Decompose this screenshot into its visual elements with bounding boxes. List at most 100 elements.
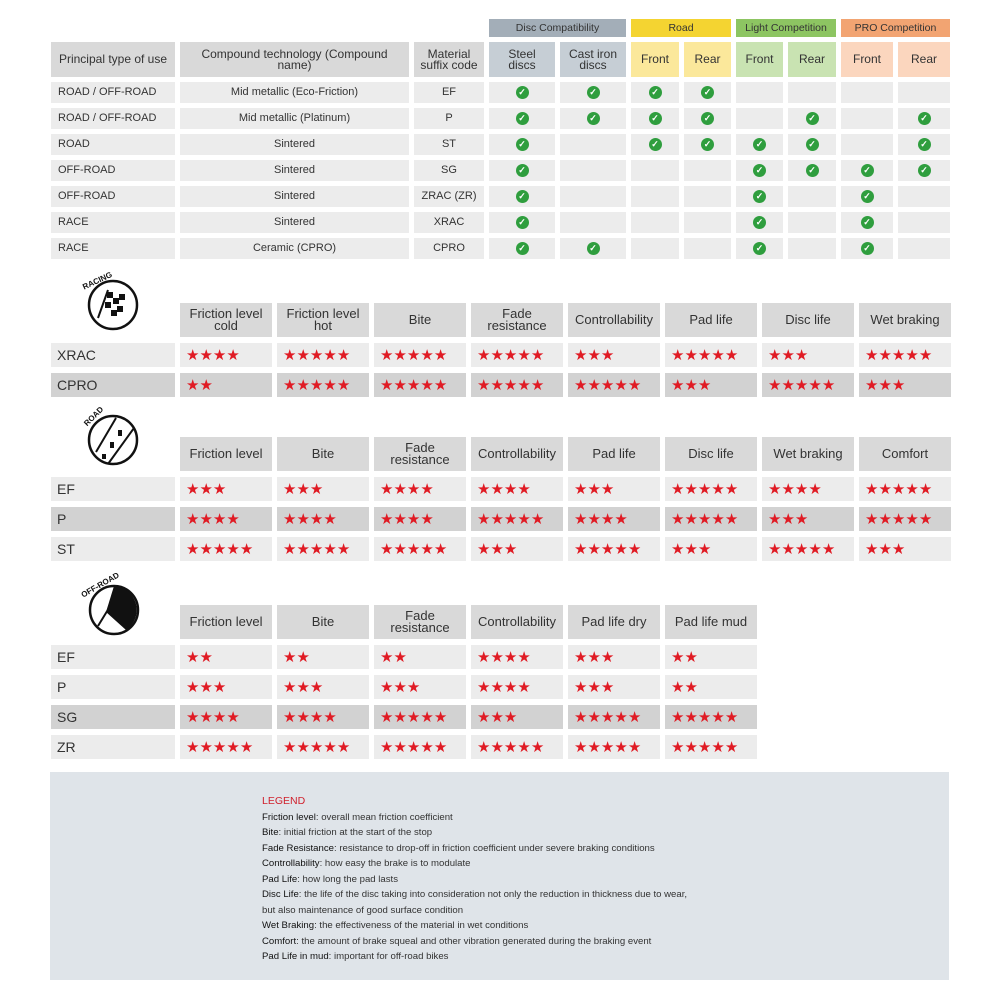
star-icon: ★ [420,708,434,726]
legend-panel: LEGEND Friction level: overall mean fric… [50,772,949,980]
cell-check [684,186,731,207]
cell-check [898,186,950,207]
star-icon: ★ [821,376,836,394]
star-rating: ★ ★ ★ ★ ★ [568,735,660,759]
star-icon: ★ [587,678,601,696]
star-icon: ★ [420,376,434,394]
row-label: EF [51,645,175,669]
star-icon: ★ [336,376,351,394]
cell-check [631,212,679,233]
star-icon: ★ [393,678,407,696]
star-rating: ★ ★ ★ [568,477,660,501]
star-icon: ★ [905,510,919,528]
star-rating: ★ ★ ★ [762,343,854,367]
row-label: SG [51,705,175,729]
star-icon: ★ [878,510,892,528]
check-icon: ✓ [917,112,931,125]
star-icon: ★ [587,480,601,498]
rating-header: Comfort [859,437,951,471]
star-icon: ★ [517,480,531,498]
star-icon: ★ [891,480,906,498]
star-icon: ★ [697,510,712,528]
star-icon: ★ [393,346,407,364]
star-icon: ★ [891,376,906,394]
cell-use: OFF-ROAD [51,186,175,207]
star-rating: ★ ★ ★ [762,507,854,531]
rating-header: Friction level cold [180,303,272,337]
star-icon: ★ [517,648,531,666]
rating-header: Wet braking [762,437,854,471]
star-icon: ★ [226,540,240,558]
star-icon: ★ [530,346,545,364]
star-icon: ★ [296,376,310,394]
spacer [51,303,175,337]
cell-compound: Sintered [180,212,409,233]
check-icon: ✓ [917,164,931,177]
cell-check [684,160,731,181]
star-icon: ★ [226,708,240,726]
check-icon: ✓ [701,138,714,151]
star-icon: ★ [587,346,601,364]
star-rating: ★ ★ ★ ★ ★ [859,343,951,367]
cell-check [560,134,626,155]
star-icon: ★ [186,510,200,528]
star-icon: ★ [878,480,892,498]
star-icon: ★ [918,510,933,528]
star-icon: ★ [600,678,615,696]
rating-header: Friction level [180,437,272,471]
star-icon: ★ [336,540,351,558]
star-icon: ★ [614,708,628,726]
check-icon: ✓ [648,86,662,99]
star-icon: ★ [323,738,337,756]
star-icon: ★ [433,540,448,558]
star-rating: ★ ★ ★ ★ ★ [665,507,757,531]
star-icon: ★ [865,510,879,528]
star-icon: ★ [393,510,407,528]
star-icon: ★ [684,376,698,394]
off-road-ratings-table: Friction level Bite Fade resistance Control… [51,605,757,759]
star-icon: ★ [503,510,518,528]
star-icon: ★ [711,480,725,498]
star-icon: ★ [380,376,394,394]
star-icon: ★ [684,346,698,364]
star-icon: ★ [503,708,518,726]
legend-desc: : the effectiveness of the material in w… [314,920,529,931]
star-icon: ★ [905,346,919,364]
star-icon: ★ [406,346,421,364]
star-icon: ★ [574,648,588,666]
column-header: Material suffix code [414,42,484,77]
star-icon: ★ [768,346,782,364]
legend-term: Bite [262,827,279,838]
star-rating: ★ ★ [374,645,466,669]
star-rating: ★ ★ ★ ★ ★ [665,735,757,759]
star-icon: ★ [380,480,394,498]
star-icon: ★ [296,708,310,726]
star-icon: ★ [186,738,200,756]
star-icon: ★ [323,376,337,394]
star-icon: ★ [697,738,712,756]
cell-compound: Sintered [180,186,409,207]
star-icon: ★ [891,510,906,528]
star-icon: ★ [380,510,394,528]
star-icon: ★ [503,480,518,498]
check-icon: ✓ [701,112,714,125]
column-header: Cast iron discs [560,42,626,77]
star-rating: ★ ★ ★ [180,477,272,501]
star-icon: ★ [490,346,504,364]
star-rating: ★ ★ ★ [471,705,563,729]
star-icon: ★ [600,510,615,528]
star-icon: ★ [891,346,906,364]
star-icon: ★ [711,346,725,364]
star-icon: ★ [323,346,337,364]
star-rating: ★ ★ ★ [859,373,951,397]
cell-check: ✓ [898,134,950,155]
star-icon: ★ [420,510,434,528]
star-icon: ★ [627,376,642,394]
legend-term: Comfort [262,935,297,947]
cell-compound: Mid metallic (Platinum) [180,108,409,129]
legend-desc: : resistance to drop-off in friction coe… [334,842,655,854]
row-label: ZR [51,735,175,759]
star-icon: ★ [477,480,491,498]
cell-check [898,212,950,233]
rating-header: Pad life mud [665,605,757,639]
